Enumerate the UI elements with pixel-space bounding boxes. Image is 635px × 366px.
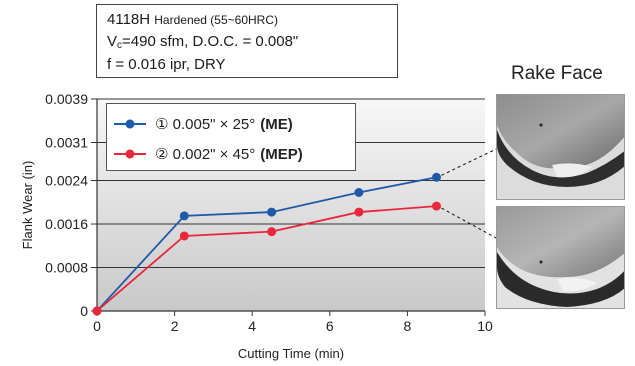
x-tick-label: 10 (477, 318, 493, 334)
y-tick-label: 0.0039 (45, 91, 88, 107)
y-tick-label: 0.0024 (45, 173, 88, 189)
feed-line: f = 0.016 ipr, DRY (107, 56, 226, 73)
x-axis-ticks: 0 2 4 6 8 10 (93, 311, 493, 334)
legend-code-me: (ME) (260, 115, 293, 133)
y-tick-label: 0.0008 (45, 260, 88, 276)
x-tick-label: 6 (326, 318, 334, 334)
series-layer (92, 172, 441, 316)
speed-symbol: V (107, 33, 118, 50)
y-tick-label: 0.0016 (45, 216, 88, 232)
legend-marker-mep: ② (155, 146, 169, 163)
insert-photo-image (497, 207, 624, 308)
data-point-mep (179, 231, 189, 241)
data-point-mep (354, 207, 364, 217)
material-line: 4118H Hardened (55~60HRC) (107, 9, 397, 31)
legend-marker-me: ① (155, 116, 169, 133)
data-point-me (179, 211, 189, 221)
data-point-mep (267, 227, 277, 237)
material-hardness: Hardened (55~60HRC) (154, 13, 278, 27)
legend-swatch-mep (114, 149, 146, 159)
test-conditions-box: 4118H Hardened (55~60HRC) Vc=490 sfm, D.… (96, 4, 398, 78)
legend: ① 0.005" × 25° (ME) ② 0.002" × 45° (MEP) (106, 103, 356, 171)
callout-line-mep (441, 207, 541, 263)
y-axis-ticks: 0 0.0008 0.0016 0.0024 0.0031 0.0039 (45, 91, 97, 319)
legend-swatch-me (114, 119, 146, 129)
x-tick-label: 2 (171, 318, 179, 334)
x-tick-label: 0 (93, 318, 101, 334)
y-tick-label: 0 (80, 303, 88, 319)
speed-subscript: c (117, 40, 123, 51)
insert-photo-image (497, 95, 624, 199)
rake-face-title: Rake Face (511, 63, 603, 84)
rake-face-photo-mep (496, 206, 625, 309)
speed-line: Vc=490 sfm, D.O.C. = 0.008" (107, 31, 397, 54)
data-point-me (432, 172, 441, 182)
x-axis-label: Cutting Time (min) (238, 346, 344, 361)
legend-item-mep: ② 0.002" × 45° (MEP) (113, 142, 303, 166)
legend-item-me: ① 0.005" × 25° (ME) (113, 112, 293, 136)
legend-code-mep: (MEP) (260, 145, 303, 163)
y-axis-label: Flank Wear (in) (20, 161, 35, 250)
speed-doc-values: =490 sfm, D.O.C. = 0.008" (122, 33, 299, 50)
data-point-mep (92, 306, 102, 316)
material-name: 4118H (107, 11, 151, 28)
legend-label-mep: 0.002" × 45° (172, 145, 256, 163)
rake-face-photo-me (496, 94, 625, 200)
data-point-me (267, 207, 277, 217)
data-point-mep (432, 201, 441, 211)
legend-label-me: 0.005" × 25° (172, 115, 256, 133)
x-tick-label: 4 (248, 318, 256, 334)
y-tick-label: 0.0031 (45, 134, 88, 150)
data-point-me (354, 187, 364, 197)
x-tick-label: 8 (404, 318, 412, 334)
